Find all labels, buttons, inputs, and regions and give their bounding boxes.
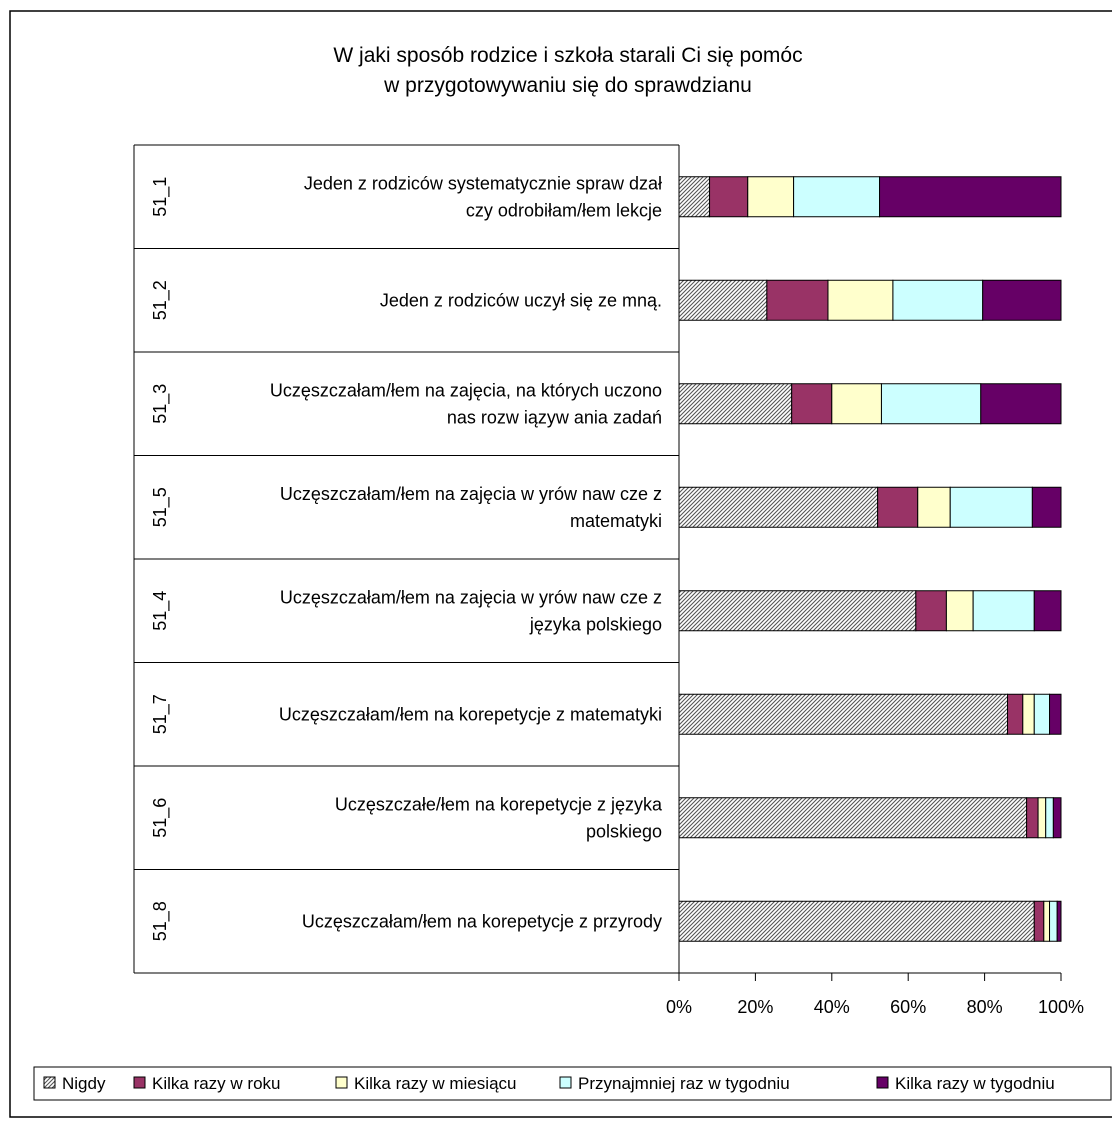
bar-segment [1052, 797, 1062, 839]
legend-label: Przynajmniej raz w tygodniu [578, 1074, 790, 1093]
category-label: matematyki [570, 511, 662, 531]
bar-segment [678, 900, 1035, 942]
bar-segment [877, 486, 919, 528]
bar-segment [1033, 693, 1051, 735]
category-code: 51_1 [150, 177, 171, 217]
bar-segment [1031, 486, 1062, 528]
bar-segment [1045, 797, 1054, 839]
x-tick-label: 40% [814, 997, 850, 1017]
category-label: Uczęszczałam/łem na zajęcia w yrów naw c… [280, 587, 662, 607]
legend-swatch [43, 1076, 56, 1089]
category-label: Jeden z rodziców uczył się ze mną. [380, 290, 662, 310]
bar-segment [1026, 797, 1039, 839]
x-tick-label: 20% [737, 997, 773, 1017]
category-label: Uczęszczałe/łem na korepetycje z języka [335, 794, 663, 814]
bar-segment [1037, 797, 1047, 839]
legend-label: Kilka razy w tygodniu [895, 1074, 1055, 1093]
chart-title-line-1: W jaki sposób rodzice i szkoła starali C… [333, 44, 802, 67]
chart-title-line-2: w przygotowywaniu się do sprawdzianu [383, 74, 752, 97]
bar-segment [917, 486, 951, 528]
bar-segment [982, 279, 1062, 321]
bar-segment [1043, 900, 1051, 942]
bar-segment [791, 383, 833, 425]
bar-segment [827, 279, 894, 321]
bar-segment [678, 590, 917, 632]
x-tick-label: 0% [666, 997, 692, 1017]
x-tick-label: 80% [967, 997, 1003, 1017]
bar-segment [972, 590, 1035, 632]
category-label: Jeden z rodziców systematycznie spraw dz… [304, 173, 662, 193]
bar-segment [831, 383, 882, 425]
bar-segment [678, 693, 1009, 735]
bar-segment [880, 383, 982, 425]
category-code: 51_8 [150, 901, 171, 941]
category-rows: 51_1 Jeden z rodziców systematycznie spra… [133, 144, 680, 974]
legend-label: Kilka razy w roku [152, 1074, 280, 1093]
category-label: Uczęszczałam/łem na korepetycje z przyro… [302, 911, 662, 931]
bars [678, 176, 1062, 942]
bar-segment [1033, 590, 1062, 632]
bar-segment [678, 176, 711, 218]
category-label: nas rozw iązyw ania zadań [447, 407, 662, 427]
bar-segment [1049, 900, 1058, 942]
bar-segment [1056, 900, 1062, 942]
category-code: 51_3 [150, 384, 171, 424]
bar-segment [678, 486, 879, 528]
bar-segment [793, 176, 881, 218]
legend-label: Kilka razy w miesiącu [354, 1074, 517, 1093]
category-label: czy odrobiłam/łem lekcje [466, 200, 662, 220]
legend-swatch [133, 1076, 146, 1089]
category-label: Uczęszczałam/łem na zajęcia, na których … [270, 380, 662, 400]
category-code: 51_4 [150, 591, 171, 631]
bar-segment [949, 486, 1033, 528]
legend-swatch [559, 1076, 572, 1089]
legend: Nigdy Kilka razy w roku Kilka razy w miesi… [33, 1066, 1112, 1101]
category-code: 51_6 [150, 798, 171, 838]
x-tick-label: 60% [890, 997, 926, 1017]
bar-segment [945, 590, 974, 632]
category-label: Uczęszczałam/łem na zajęcia w yrów naw c… [280, 484, 662, 504]
category-label: polskiego [586, 821, 662, 841]
bar-segment [980, 383, 1062, 425]
category-code: 51_5 [150, 487, 171, 527]
bar-segment [678, 279, 768, 321]
category-code: 51_7 [150, 694, 171, 734]
bar-segment [747, 176, 795, 218]
bar-segment [1007, 693, 1024, 735]
legend-swatch [335, 1076, 348, 1089]
bar-segment [678, 797, 1028, 839]
category-label: języka polskiego [529, 614, 662, 634]
bar-segment [915, 590, 947, 632]
category-code: 51_2 [150, 280, 171, 320]
bar-segment [709, 176, 749, 218]
legend-label: Nigdy [62, 1074, 106, 1093]
bar-segment [678, 383, 793, 425]
x-axis: 0% 20% 40% 60% 80% 100% [666, 972, 1084, 1017]
bar-segment [1022, 693, 1035, 735]
bar-segment [766, 279, 829, 321]
legend-swatch [876, 1076, 889, 1089]
x-tick-label: 100% [1038, 997, 1084, 1017]
legend-box [33, 1066, 1112, 1101]
bar-segment [892, 279, 984, 321]
bar-segment [1049, 693, 1062, 735]
bar-segment [879, 176, 1062, 218]
category-label: Uczęszczałam/łem na korepetycje z matema… [279, 704, 662, 724]
bar-segment [1033, 900, 1045, 942]
